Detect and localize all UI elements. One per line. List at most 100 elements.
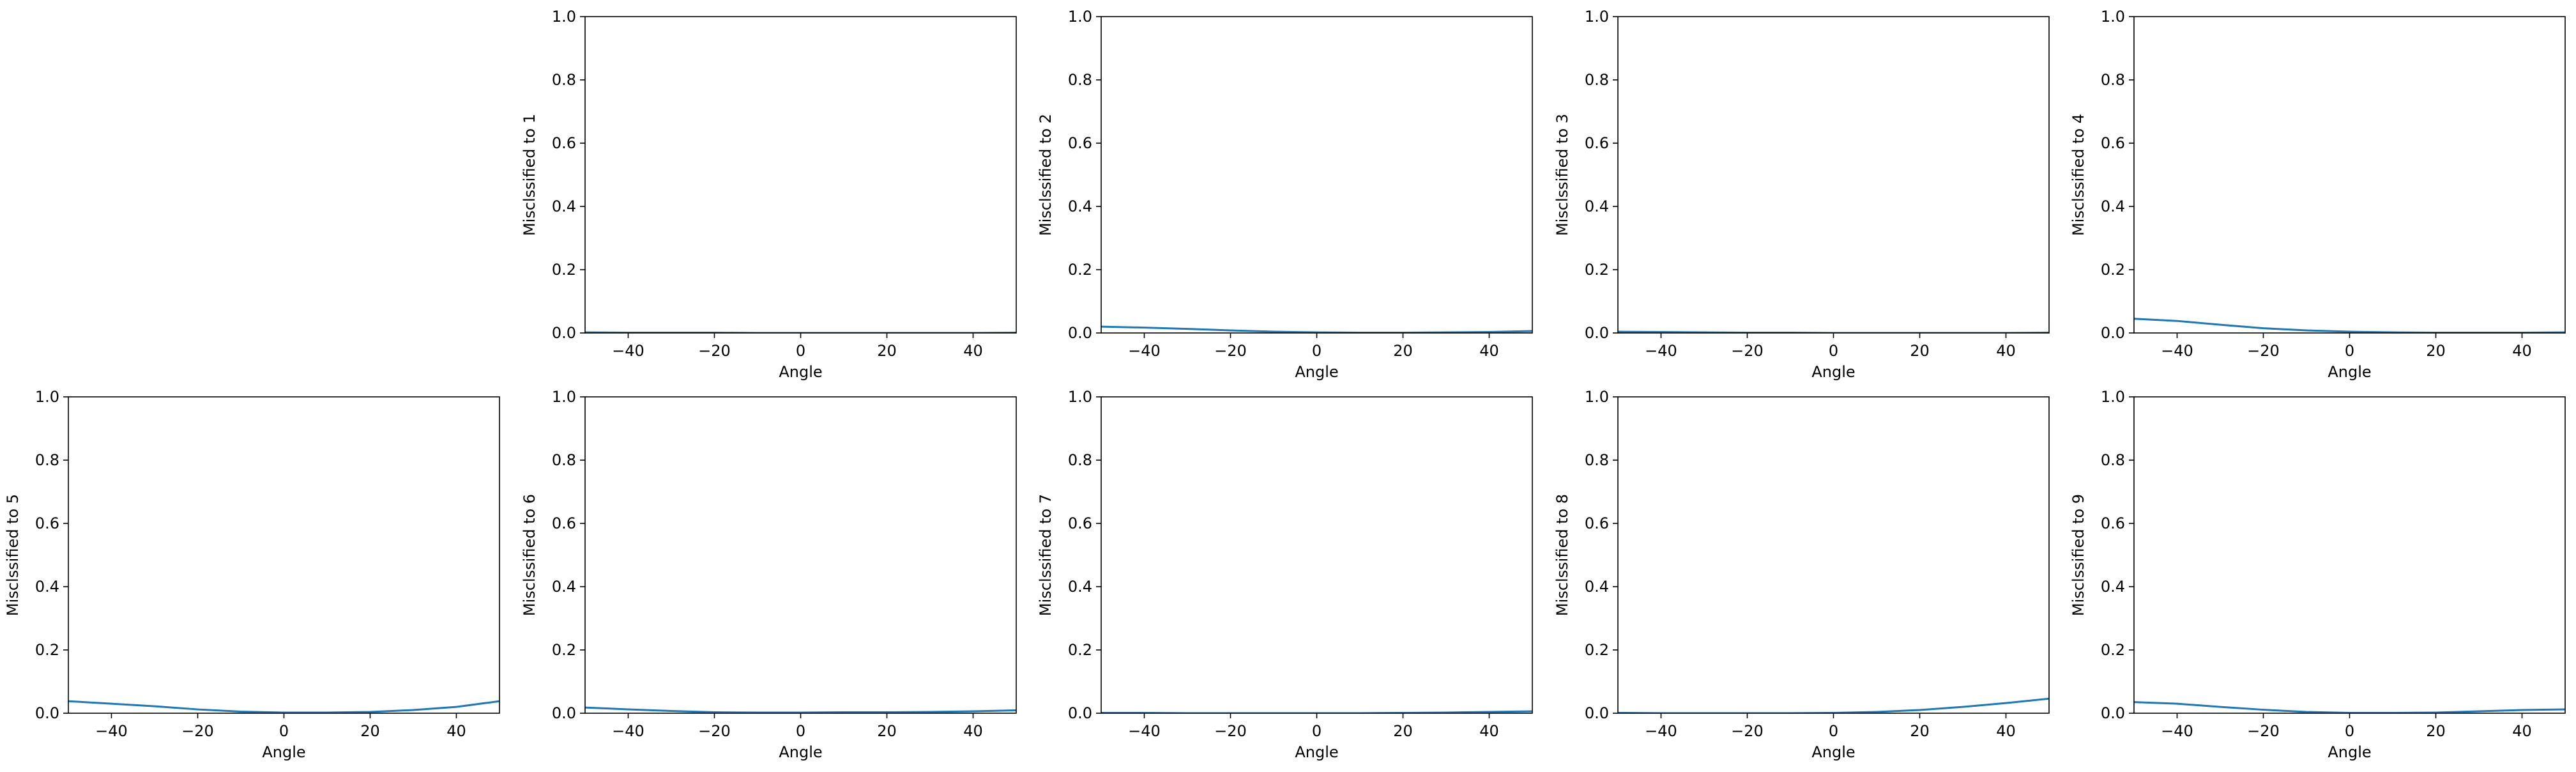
x-tick-label: 40 [1479,342,1499,360]
y-tick-label: 1.0 [552,388,576,406]
x-tick-label: 0 [1312,722,1322,740]
subplot-7: −40 −20 0 20 40 0.0 0.2 0.4 0.6 0.8 1.0 Angle Miscls… [1037,388,1533,761]
x-tick-label: −20 [698,342,731,360]
x-tick-label: −40 [1128,342,1161,360]
axes-frame [1101,396,1533,714]
series-line [585,706,1016,713]
x-tick-label: 20 [1910,722,1930,740]
x-tick-label: 40 [1996,342,2016,360]
axes-frame [1617,16,2050,334]
y-tick-label: 0.6 [1585,134,1609,152]
y-tick-label: 0.2 [1068,261,1092,279]
x-tick-label: −20 [2247,722,2280,740]
y-tick-label: 0.0 [35,704,59,722]
y-tick-label: 0.4 [2101,197,2125,215]
x-axis-label: Angle [1295,363,1338,381]
y-tick-label: 0.6 [1068,514,1092,532]
axes-frame [68,396,500,714]
axes-frame [584,16,1017,334]
y-tick-label: 0.6 [35,514,59,532]
y-tick-label: 1.0 [2101,388,2125,406]
subplot-4: −40 −20 0 20 40 0.0 0.2 0.4 0.6 0.8 1.0 Angle Miscls… [2069,8,2566,381]
y-tick-label: 0.6 [2101,134,2125,152]
x-tick-label: −20 [1214,342,1247,360]
y-tick-label: 0.8 [1585,71,1609,89]
y-tick-label: 0.0 [552,324,576,342]
x-tick-label: 40 [2512,722,2532,740]
y-tick-label: 0.4 [1068,197,1092,215]
x-axis-label: Angle [1295,743,1338,761]
x-tick-label: −40 [2161,342,2193,360]
y-tick-label: 1.0 [1068,388,1092,406]
x-tick-label: 40 [1479,722,1499,740]
y-tick-label: 0.8 [2101,71,2125,89]
x-tick-label: −40 [1645,722,1677,740]
y-tick-label: 0.0 [1068,704,1092,722]
y-tick-label: 0.0 [2101,704,2125,722]
y-tick-label: 0.6 [1068,134,1092,152]
subplot-8: −40 −20 0 20 40 0.0 0.2 0.4 0.6 0.8 1.0 Angle Miscls… [1553,388,2050,761]
x-tick-label: 40 [1996,722,2016,740]
y-tick-label: 0.2 [1585,261,1609,279]
subplot-5: −40 −20 0 20 40 0.0 0.2 0.4 0.6 0.8 1.0 Angle Miscls… [4,388,500,761]
x-tick-label: 0 [1829,342,1838,360]
x-axis-label: Angle [1811,363,1855,381]
series-line [1618,330,2049,333]
y-tick-label: 0.6 [552,514,576,532]
series-line [2134,701,2565,713]
y-tick-label: 0.2 [2101,641,2125,659]
x-tick-label: −20 [181,722,214,740]
x-tick-label: −20 [1731,722,1764,740]
y-tick-label: 0.4 [552,578,576,596]
axes-frame [2133,396,2566,714]
y-tick-label: 0.8 [1068,71,1092,89]
y-tick-label: 0.4 [35,578,59,596]
x-tick-label: 0 [1829,722,1838,740]
subplot-2: −40 −20 0 20 40 0.0 0.2 0.4 0.6 0.8 1.0 Angle Miscls… [1037,8,1533,381]
y-tick-label: 0.0 [1585,324,1609,342]
x-tick-label: 40 [963,722,983,740]
y-tick-label: 0.2 [552,641,576,659]
y-tick-label: 0.2 [35,641,59,659]
y-axis-label: Misclssified to 8 [1553,494,1571,616]
x-tick-label: 0 [2345,342,2354,360]
series-line [1101,325,1532,333]
y-tick-label: 0.8 [1585,451,1609,469]
x-tick-label: −20 [1214,722,1247,740]
subplot-1: −40 −20 0 20 40 0.0 0.2 0.4 0.6 0.8 1.0 Angle Miscls… [521,8,1017,381]
x-tick-label: −40 [1128,722,1161,740]
y-axis-label: Misclssified to 4 [2069,114,2087,236]
x-tick-label: 20 [1393,722,1413,740]
y-axis-label: Misclssified to 1 [521,114,538,236]
y-tick-label: 1.0 [552,8,576,26]
x-tick-label: 20 [877,342,897,360]
x-tick-label: 20 [2426,342,2446,360]
x-axis-label: Angle [779,743,822,761]
y-tick-label: 0.2 [1585,641,1609,659]
axes-frame [1101,16,1533,334]
y-tick-label: 1.0 [2101,8,2125,26]
y-tick-label: 0.8 [1068,451,1092,469]
y-tick-label: 0.2 [1068,641,1092,659]
y-tick-label: 0.6 [552,134,576,152]
y-axis-label: Misclssified to 2 [1037,114,1055,236]
y-tick-label: 1.0 [1585,8,1609,26]
x-axis-label: Angle [1811,743,1855,761]
y-tick-label: 0.0 [1068,324,1092,342]
y-axis-label: Misclssified to 6 [521,494,538,616]
y-tick-label: 1.0 [35,388,59,406]
y-tick-label: 0.4 [1068,578,1092,596]
y-tick-label: 0.2 [552,261,576,279]
x-tick-label: −40 [612,342,644,360]
y-tick-label: 0.6 [1585,514,1609,532]
y-tick-label: 0.8 [552,451,576,469]
x-tick-label: −40 [2161,722,2193,740]
x-tick-label: 20 [877,722,897,740]
y-tick-label: 0.0 [1585,704,1609,722]
x-tick-label: 40 [446,722,466,740]
y-axis-label: Misclssified to 3 [1553,114,1571,236]
y-tick-label: 1.0 [1585,388,1609,406]
x-tick-label: 40 [2512,342,2532,360]
x-axis-label: Angle [2328,743,2371,761]
y-tick-label: 0.6 [2101,514,2125,532]
